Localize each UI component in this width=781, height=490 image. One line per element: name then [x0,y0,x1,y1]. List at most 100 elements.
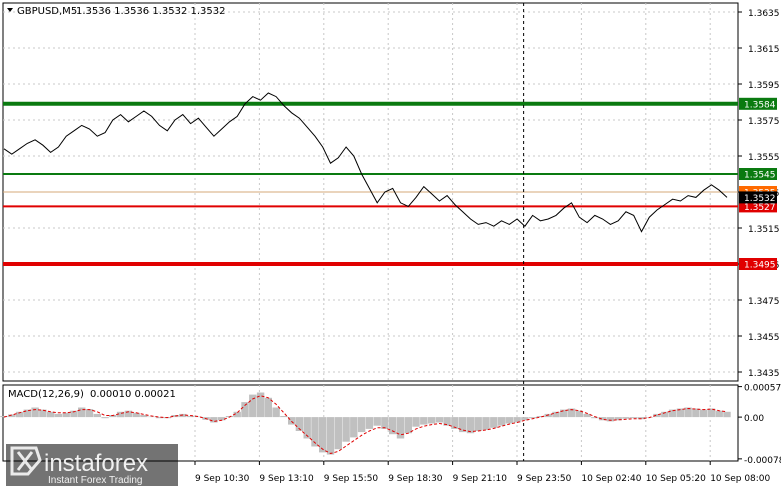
macd-bar [132,412,140,418]
level-tag-text: 1.3495 [744,261,776,271]
instaforex-watermark: instaforex Instant Forex Trading [6,444,178,486]
macd-bar [443,417,451,426]
macd-bar [373,417,381,426]
macd-bar [396,417,405,439]
macd-bar [466,417,475,434]
macd-bar [575,410,583,418]
macd-values: 0.00010 0.00021 [90,389,176,400]
macd-bar [148,416,156,418]
macd-bar [85,409,94,418]
macd-bar [241,402,249,418]
macd-bar [171,415,179,418]
macd-bar [630,417,638,419]
macd-bar [474,417,482,431]
macd-bar [311,417,319,447]
watermark-tagline: Instant Forex Trading [48,475,143,486]
macd-bar [23,409,31,418]
macd-bar [529,417,537,419]
macd-bar [303,417,311,439]
macd-bar [459,417,467,433]
macd-bar [31,407,39,418]
macd-bar [497,417,506,426]
macd-bar [583,413,591,418]
macd-bar [8,414,16,418]
current-price-tag [739,191,777,204]
level-tag-text: 1.3584 [744,100,776,110]
macd-bar [614,417,622,421]
macd-bar [334,417,342,450]
macd-bar [233,411,241,418]
chart-menu-icon[interactable] [7,8,13,12]
macd-bar [427,417,436,424]
x-tick-label: 10 Sep 05:20 [646,474,706,484]
y-tick-label: 1.3555 [748,153,780,163]
ohlc-values: 1.3536 1.3536 1.3532 1.3532 [76,6,226,17]
macd-bar [288,417,296,425]
macd-bar [218,417,226,421]
macd-bar [622,417,630,419]
macd-bar [295,417,304,431]
macd-bar [552,411,560,418]
instaforex-logo-icon [10,446,42,476]
x-tick-label: 9 Sep 10:30 [195,474,250,484]
macd-bar [350,417,358,438]
macd-bar [560,409,568,418]
price-line [3,92,728,233]
macd-bar [365,417,374,429]
macd-bar [598,417,607,421]
macd-bar [54,413,63,418]
macd-histogram [0,392,731,455]
macd-bar [78,407,86,418]
macd-bar [692,408,700,418]
y-tick-label: 1.3455 [748,333,780,343]
macd-bar [505,417,513,424]
macd-axis: 0.00057 0.00 -0.00078 [738,384,781,466]
macd-bar [256,392,265,418]
macd-bar [676,408,685,418]
macd-bar [661,411,669,418]
macd-bar [39,409,47,418]
macd-bar [653,413,661,418]
level-tag-1.3545 [739,168,777,180]
current-price-text: 1.3532 [744,194,776,204]
grid-lines [3,3,738,461]
macd-y-tick-label: -0.00078 [744,456,781,466]
level-tag-text: 1.3545 [744,171,776,181]
macd-bar [700,409,708,418]
y-tick-label: 1.3435 [748,369,780,379]
macd-bar [412,417,420,427]
macd-y-tick-label: 0.00 [744,414,764,424]
symbol-label: GBPUSD,M5 [17,6,77,17]
macd-bar [264,397,272,418]
time-axis: 9 Sep 10:30 9 Sep 13:10 9 Sep 15:50 9 Sep 1… [194,461,771,484]
macd-bar [591,417,599,419]
macd-bar [186,416,195,418]
y-tick-label: 1.3615 [748,45,780,55]
x-tick-label: 9 Sep 15:50 [324,474,379,484]
y-tick-label: 1.3595 [748,81,780,91]
macd-bar [723,411,731,418]
macd-signal-line [3,395,728,455]
macd-bar [272,407,280,418]
y-tick-label: 1.3575 [748,117,780,127]
macd-bar [684,407,692,418]
macd-label: MACD(12,26,9) [8,389,84,400]
macd-bar [47,411,55,418]
level-tag-1.3584 [739,97,777,110]
macd-bar [357,417,366,433]
macd-bar [101,417,109,419]
macd-bar [62,412,70,418]
macd-bar [420,417,428,425]
macd-bar [404,417,412,434]
watermark-brand: instaforex [44,450,148,477]
macd-bar [381,417,389,429]
macd-y-tick-label: 0.00057 [744,384,781,394]
macd-bar [715,410,723,418]
macd-bar [342,417,350,442]
macd-bar [15,411,24,418]
macd-bar [637,417,646,420]
macd-bar [194,416,203,418]
y-tick-label: 1.3475 [748,297,780,307]
